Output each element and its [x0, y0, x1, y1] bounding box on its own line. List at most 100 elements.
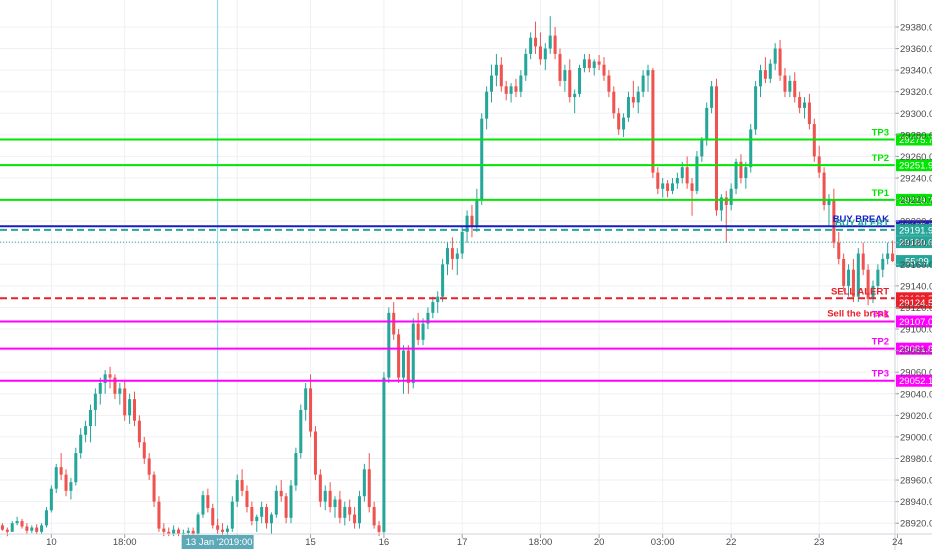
candle-body: [822, 172, 826, 205]
candle: [714, 78, 719, 216]
y-tick-label: 29240.0: [900, 174, 932, 185]
candle-body: [59, 467, 63, 475]
y-tick-label: 29000.0: [900, 432, 932, 443]
level-price-tag: [896, 223, 932, 236]
candle: [768, 59, 772, 84]
candle-body: [460, 231, 464, 254]
candle: [490, 64, 494, 103]
candle-body: [20, 521, 24, 527]
candle: [113, 374, 117, 400]
candle: [128, 393, 132, 424]
candle: [274, 485, 278, 518]
candle-body: [729, 188, 733, 205]
candle: [206, 488, 210, 513]
candle: [670, 178, 674, 195]
candle: [891, 240, 895, 263]
y-tick-label: 29060.0: [900, 368, 932, 379]
y-tick-label: 29200.0: [900, 217, 932, 228]
candle-body: [118, 388, 122, 394]
candle: [881, 253, 885, 278]
candle: [411, 318, 415, 389]
candle-body: [54, 467, 58, 489]
candle-body: [758, 70, 763, 87]
y-tick-label: 28980.0: [900, 454, 932, 465]
candle-body: [255, 516, 259, 522]
candle-body: [534, 37, 538, 47]
candle: [157, 496, 161, 532]
candle-body: [269, 514, 273, 524]
candle-body: [685, 167, 689, 184]
candle-body: [309, 388, 313, 432]
candle-body: [313, 431, 317, 475]
candle-body: [856, 253, 860, 297]
level-price-label: 29052.1: [899, 376, 932, 387]
candle-body: [201, 495, 205, 515]
candle: [284, 493, 288, 524]
candle-body: [861, 253, 865, 270]
candle-body: [152, 474, 156, 502]
candle: [84, 420, 88, 443]
candle-body: [490, 75, 494, 92]
candle: [851, 258, 855, 303]
level-price-label: 29251.9: [899, 161, 932, 172]
candle-body: [710, 86, 714, 108]
candle-body: [480, 118, 484, 200]
candle-body: [612, 91, 616, 114]
candle: [710, 80, 714, 114]
candle: [40, 523, 44, 534]
candle: [108, 366, 112, 389]
y-tick-label: 29340.0: [900, 66, 932, 77]
candle-body: [470, 215, 474, 227]
candle-body: [538, 46, 542, 60]
candle: [470, 204, 474, 238]
candle: [450, 237, 454, 270]
candle: [788, 75, 792, 98]
candle: [744, 161, 748, 189]
candle-body: [827, 199, 831, 205]
candle: [480, 113, 484, 205]
candle: [54, 463, 58, 494]
candle-body: [441, 264, 445, 297]
candle: [661, 178, 665, 198]
price-axis[interactable]: 28920.0 28940.0 28960.0 28980.0 29000.0 29020…: [894, 0, 932, 550]
y-tick-label: 29320.0: [900, 87, 932, 98]
y-tick-label: 29280.0: [900, 130, 932, 141]
candle-body: [15, 521, 19, 524]
candle: [504, 80, 508, 101]
candle-body: [40, 525, 44, 532]
y-tick-label: 28960.0: [900, 476, 932, 487]
candle: [719, 194, 723, 222]
candle: [494, 53, 498, 87]
candle-body: [744, 167, 748, 178]
candle-body: [763, 70, 767, 79]
candle-body: [450, 248, 454, 259]
candle-body: [123, 388, 127, 416]
candle: [822, 167, 826, 211]
candle-body: [773, 48, 777, 64]
candle: [367, 453, 371, 513]
candle-body: [103, 374, 107, 383]
candle-body: [734, 161, 738, 189]
candle-body: [35, 527, 39, 532]
y-tick-label: 29100.0: [900, 325, 932, 336]
candle: [543, 43, 547, 71]
candle-body: [0, 525, 4, 530]
candle: [338, 490, 342, 524]
y-tick-label: 29020.0: [900, 411, 932, 422]
candle: [847, 264, 851, 297]
candle: [656, 167, 660, 195]
level-price-tag: [896, 133, 932, 146]
candle-body: [250, 507, 254, 522]
candle: [592, 59, 596, 76]
candle-body: [98, 382, 102, 394]
candle-body: [705, 107, 709, 141]
candle-body: [132, 399, 137, 421]
candle: [15, 516, 19, 526]
candle-body: [582, 59, 586, 68]
candle: [612, 86, 616, 119]
candle: [519, 70, 523, 98]
x-tick-label: 22: [726, 537, 737, 548]
